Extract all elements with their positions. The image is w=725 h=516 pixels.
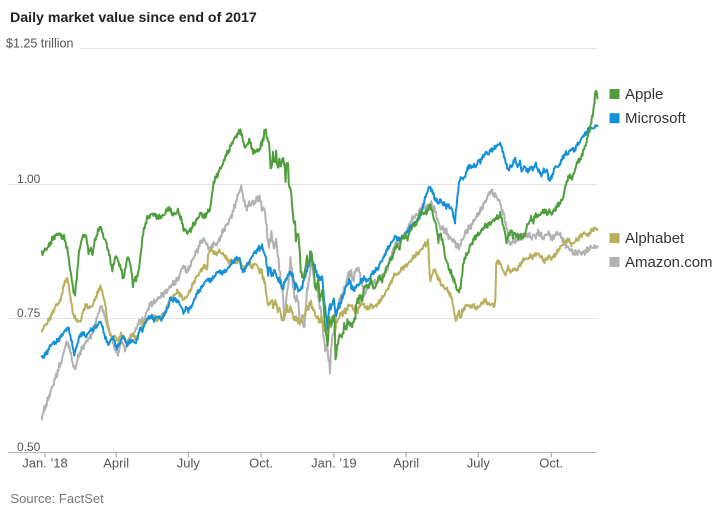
svg-text:Microsoft: Microsoft xyxy=(625,110,687,127)
svg-text:0.75: 0.75 xyxy=(17,306,41,320)
svg-text:Jan. ’18: Jan. ’18 xyxy=(22,456,68,471)
svg-text:Source: FactSet: Source: FactSet xyxy=(11,491,105,506)
svg-text:Apple: Apple xyxy=(625,86,663,103)
svg-text:April: April xyxy=(393,456,419,471)
svg-text:July: July xyxy=(177,456,201,471)
svg-text:0.50: 0.50 xyxy=(17,440,41,454)
svg-text:Jan. ’19: Jan. ’19 xyxy=(311,456,357,471)
svg-text:July: July xyxy=(467,456,491,471)
svg-text:Daily market value since end o: Daily market value since end of 2017 xyxy=(10,10,257,26)
svg-text:Alphabet: Alphabet xyxy=(625,230,685,247)
svg-text:1.00: 1.00 xyxy=(17,172,41,186)
svg-text:$1.25 trillion: $1.25 trillion xyxy=(6,37,73,51)
svg-text:Amazon.com: Amazon.com xyxy=(625,254,713,271)
svg-text:Oct.: Oct. xyxy=(249,456,273,471)
svg-text:Oct.: Oct. xyxy=(539,456,563,471)
svg-text:April: April xyxy=(103,456,129,471)
